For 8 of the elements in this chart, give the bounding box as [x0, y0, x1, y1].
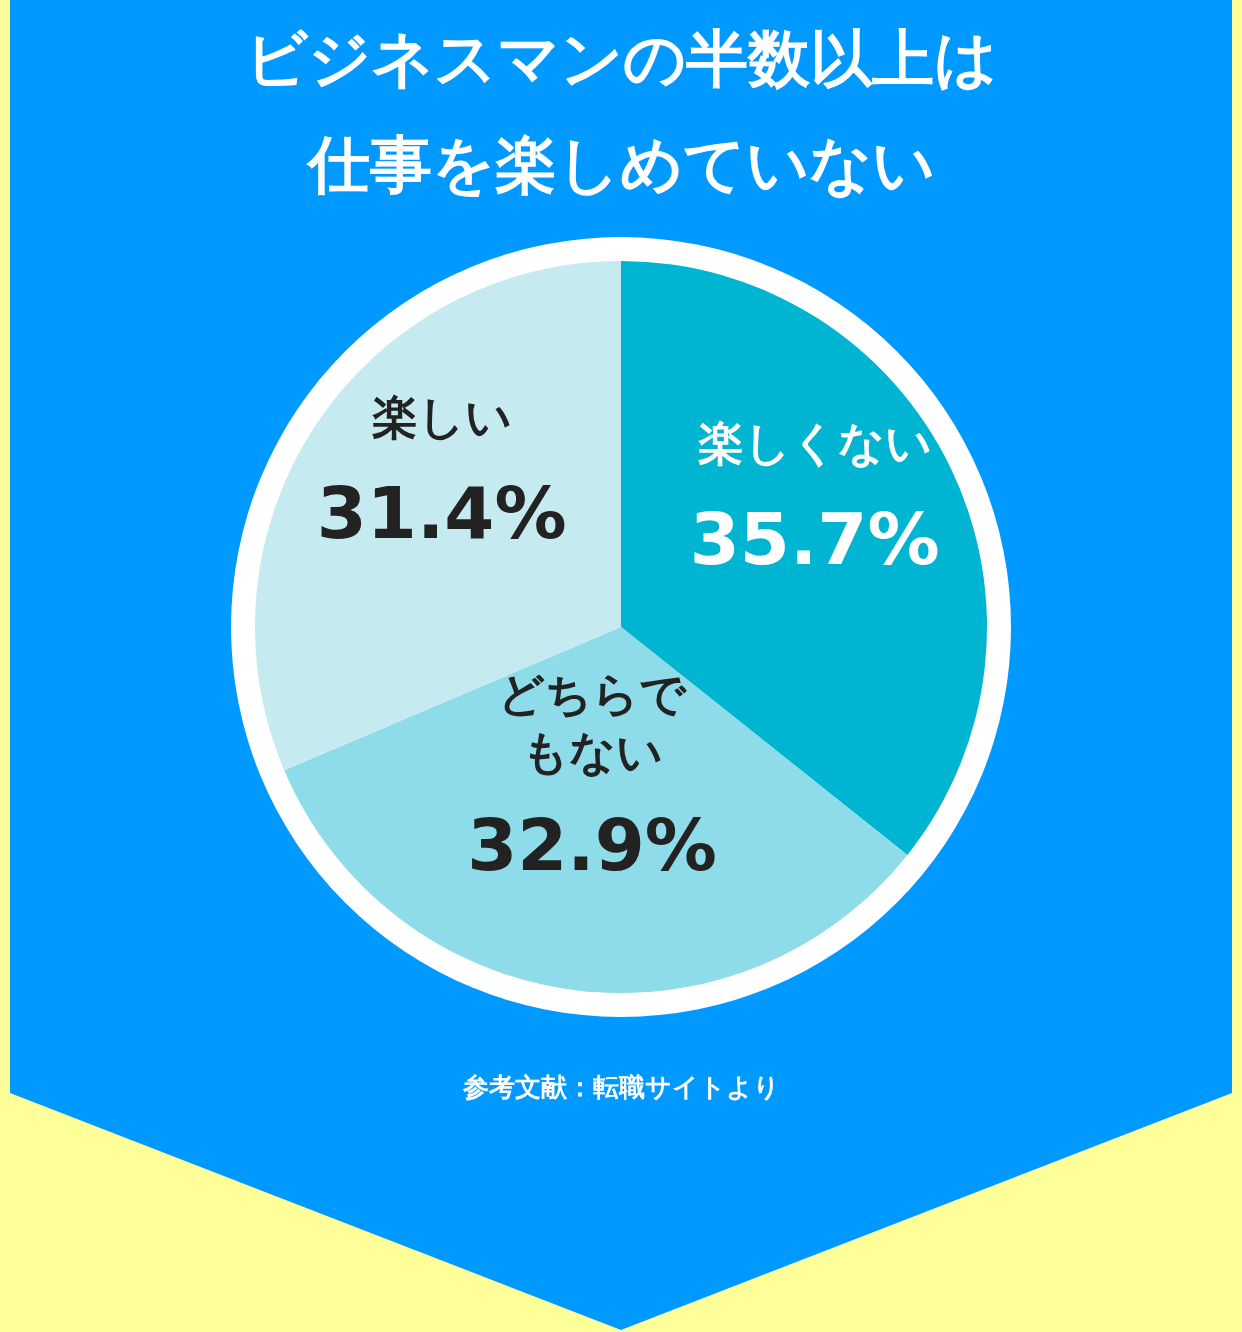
- data-label: 32.9%: [467, 803, 717, 888]
- slice-label: どちらでもない: [498, 667, 688, 780]
- slice-label: 楽しい: [371, 390, 512, 445]
- chart-title: ビジネスマンの半数以上は仕事を楽しめていない: [245, 22, 997, 201]
- data-label: 35.7%: [689, 496, 940, 581]
- text: 参考文献：転職サイトより: [461, 1072, 780, 1102]
- slice-label: 楽しくない: [697, 415, 932, 470]
- data-label: 31.4%: [316, 471, 567, 556]
